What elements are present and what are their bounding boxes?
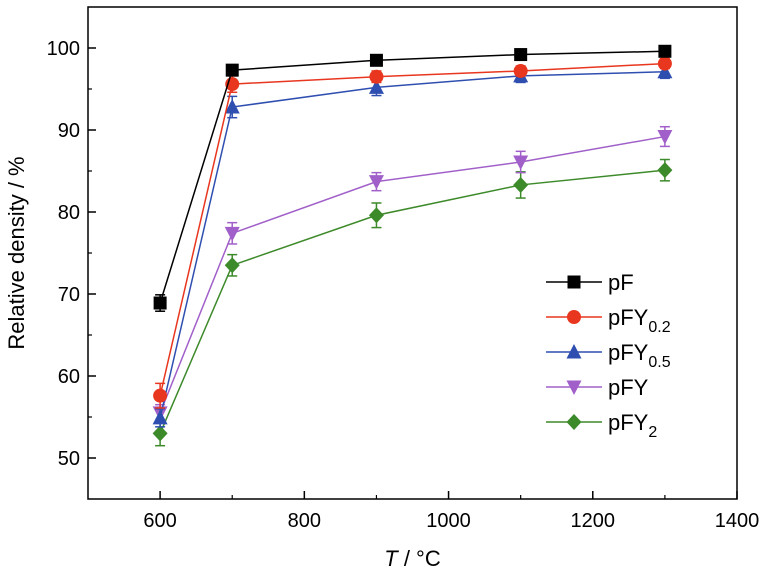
series-pF: [153, 44, 672, 312]
data-point: [657, 130, 673, 145]
series-pFY0.5: [152, 63, 673, 428]
x-axis-label: T / °C: [384, 546, 441, 571]
legend-label-base: pFY: [608, 340, 649, 365]
data-point: [657, 162, 673, 179]
series-line: [159, 169, 665, 434]
legend-label-subscript: 0.2: [648, 319, 670, 336]
x-axis-label-unit: / °C: [398, 546, 441, 571]
data-point: [224, 257, 240, 274]
series-pFY2: [152, 158, 673, 447]
data-point: [369, 69, 384, 84]
series-line: [159, 71, 665, 418]
y-tick-label: 70: [58, 284, 80, 306]
data-point: [153, 388, 168, 403]
series-layer: [152, 44, 673, 447]
legend-entry-pF: pF: [546, 270, 634, 295]
legend-label-base: pFY: [608, 410, 649, 435]
data-point: [658, 44, 672, 58]
data-point: [368, 79, 384, 94]
y-tick-label: 100: [47, 38, 80, 60]
data-point: [657, 56, 672, 71]
legend-label: pFY0.5: [608, 340, 671, 371]
y-axis-label: Relative density / %: [4, 156, 29, 349]
x-tick-label: 1200: [571, 510, 616, 532]
data-point: [225, 63, 239, 77]
series-pFY: [152, 125, 673, 422]
x-tick-label: 600: [143, 510, 176, 532]
legend-label-base: pF: [608, 270, 634, 295]
legend-marker: [567, 310, 581, 324]
legend-marker: [566, 414, 582, 430]
legend-label-subscript: 0.5: [648, 354, 670, 371]
data-point: [224, 226, 240, 242]
y-tick-label: 50: [58, 448, 80, 470]
legend-label: pFY0.2: [608, 305, 671, 336]
data-point: [152, 425, 168, 442]
legend-marker: [566, 380, 582, 395]
y-tick-label: 60: [58, 366, 80, 388]
series-pFY0.2: [153, 56, 672, 409]
legend-label-base: pFY: [608, 305, 649, 330]
x-axis-label-symbol: T: [384, 546, 399, 571]
data-point: [368, 175, 384, 190]
legend-label-subscript: 2: [648, 424, 657, 441]
legend-entry-pFY2: pFY2: [546, 410, 657, 441]
legend-label: pF: [608, 270, 634, 295]
data-point: [657, 63, 673, 79]
data-point: [369, 53, 383, 67]
axes: 600 800 1000 1200 1400 50 60 70 80 90 100: [47, 6, 760, 532]
legend-entry-pFY: pFY: [546, 375, 649, 400]
data-point: [153, 296, 167, 310]
legend-entry-pFY0.5: pFY0.5: [546, 340, 671, 371]
legend-entry-pFY0.2: pFY0.2: [546, 305, 671, 336]
data-point: [224, 99, 240, 114]
x-tick-label: 1000: [426, 510, 471, 532]
legend-label-base: pFY: [608, 375, 649, 400]
data-point: [513, 155, 529, 170]
y-tick-label: 90: [58, 120, 80, 142]
x-tick-label: 800: [288, 510, 321, 532]
y-tick-label: 80: [58, 202, 80, 224]
data-point: [513, 63, 528, 78]
data-point: [513, 176, 529, 193]
legend-label: pFY: [608, 375, 649, 400]
legend-label: pFY2: [608, 410, 657, 441]
legend-marker: [567, 275, 581, 289]
data-point: [368, 207, 384, 224]
data-point: [514, 48, 528, 62]
legend-marker: [566, 344, 582, 359]
x-tick-label: 1400: [715, 510, 760, 532]
data-point: [152, 409, 168, 425]
